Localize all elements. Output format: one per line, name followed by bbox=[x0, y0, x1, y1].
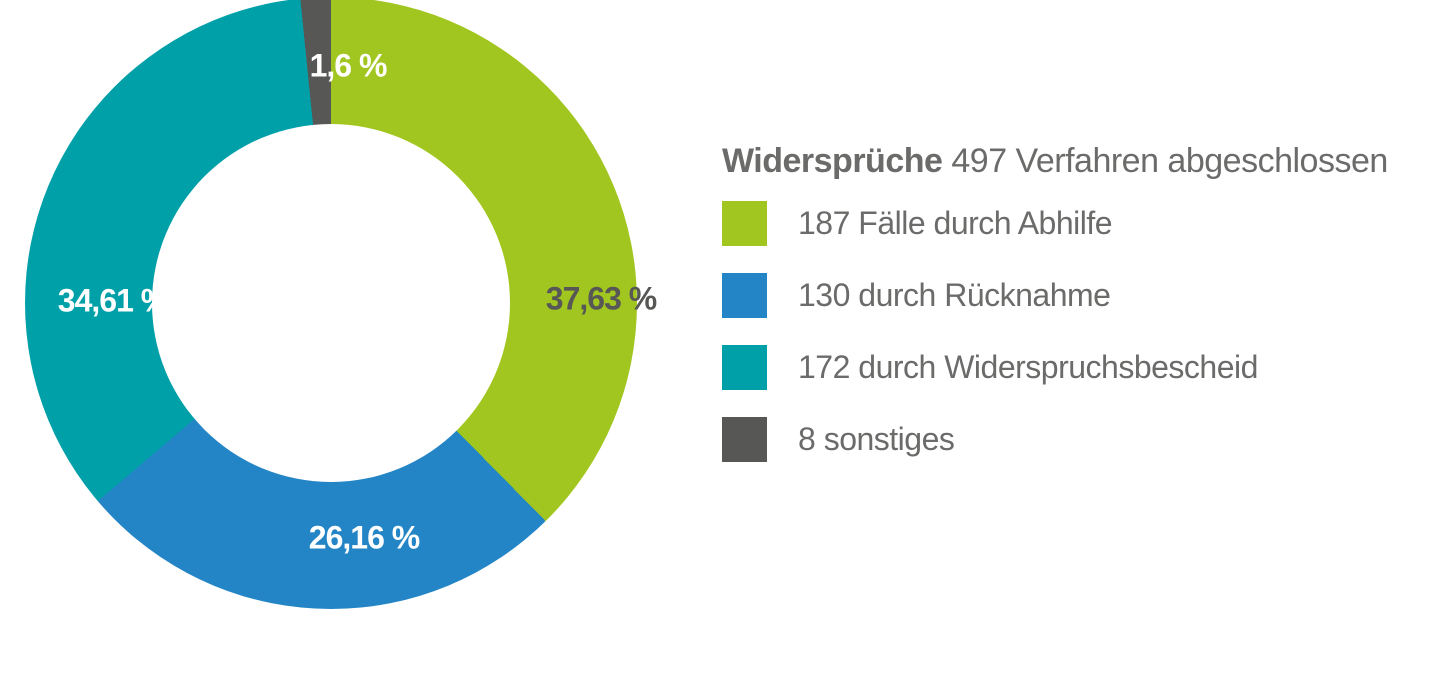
legend-label: 172 durch Widerspruchsbescheid bbox=[798, 349, 1258, 385]
legend-swatch-teal bbox=[722, 345, 767, 390]
legend-item-sonstiges: 8 sonstiges bbox=[722, 417, 1452, 462]
chart-title-rest: 497 Verfahren abgeschlossen bbox=[951, 142, 1388, 180]
legend-swatch-gray bbox=[722, 417, 767, 462]
slice-label-ruecknahme: 26,16 % bbox=[308, 519, 420, 556]
legend-label: 130 durch Rücknahme bbox=[798, 277, 1111, 313]
legend-label: 8 sonstiges bbox=[798, 421, 955, 457]
slice-label-abhilfe: 37,63 % bbox=[545, 280, 657, 317]
legend: Widersprüche 497 Verfahren abgeschlossen… bbox=[722, 140, 1452, 489]
legend-item-widerspruchsbescheid: 172 durch Widerspruchsbescheid bbox=[722, 345, 1452, 390]
legend-swatch-blue bbox=[722, 273, 767, 318]
slice-label-widerspruchsbescheid: 34,61 % bbox=[57, 282, 169, 319]
legend-label: 187 Fälle durch Abhilfe bbox=[798, 205, 1113, 241]
donut-chart: 37,63 % 26,16 % 34,61 % 1,6 % bbox=[25, 0, 657, 609]
legend-item-abhilfe: 187 Fälle durch Abhilfe bbox=[722, 201, 1452, 246]
chart-title: Widersprüche 497 Verfahren abgeschlossen bbox=[722, 140, 1452, 182]
legend-item-ruecknahme: 130 durch Rücknahme bbox=[722, 273, 1452, 318]
donut-hole bbox=[152, 124, 510, 482]
chart-title-bold: Widersprüche bbox=[722, 142, 943, 180]
slice-label-sonstiges: 1,6 % bbox=[309, 47, 388, 84]
legend-swatch-green bbox=[722, 201, 767, 246]
